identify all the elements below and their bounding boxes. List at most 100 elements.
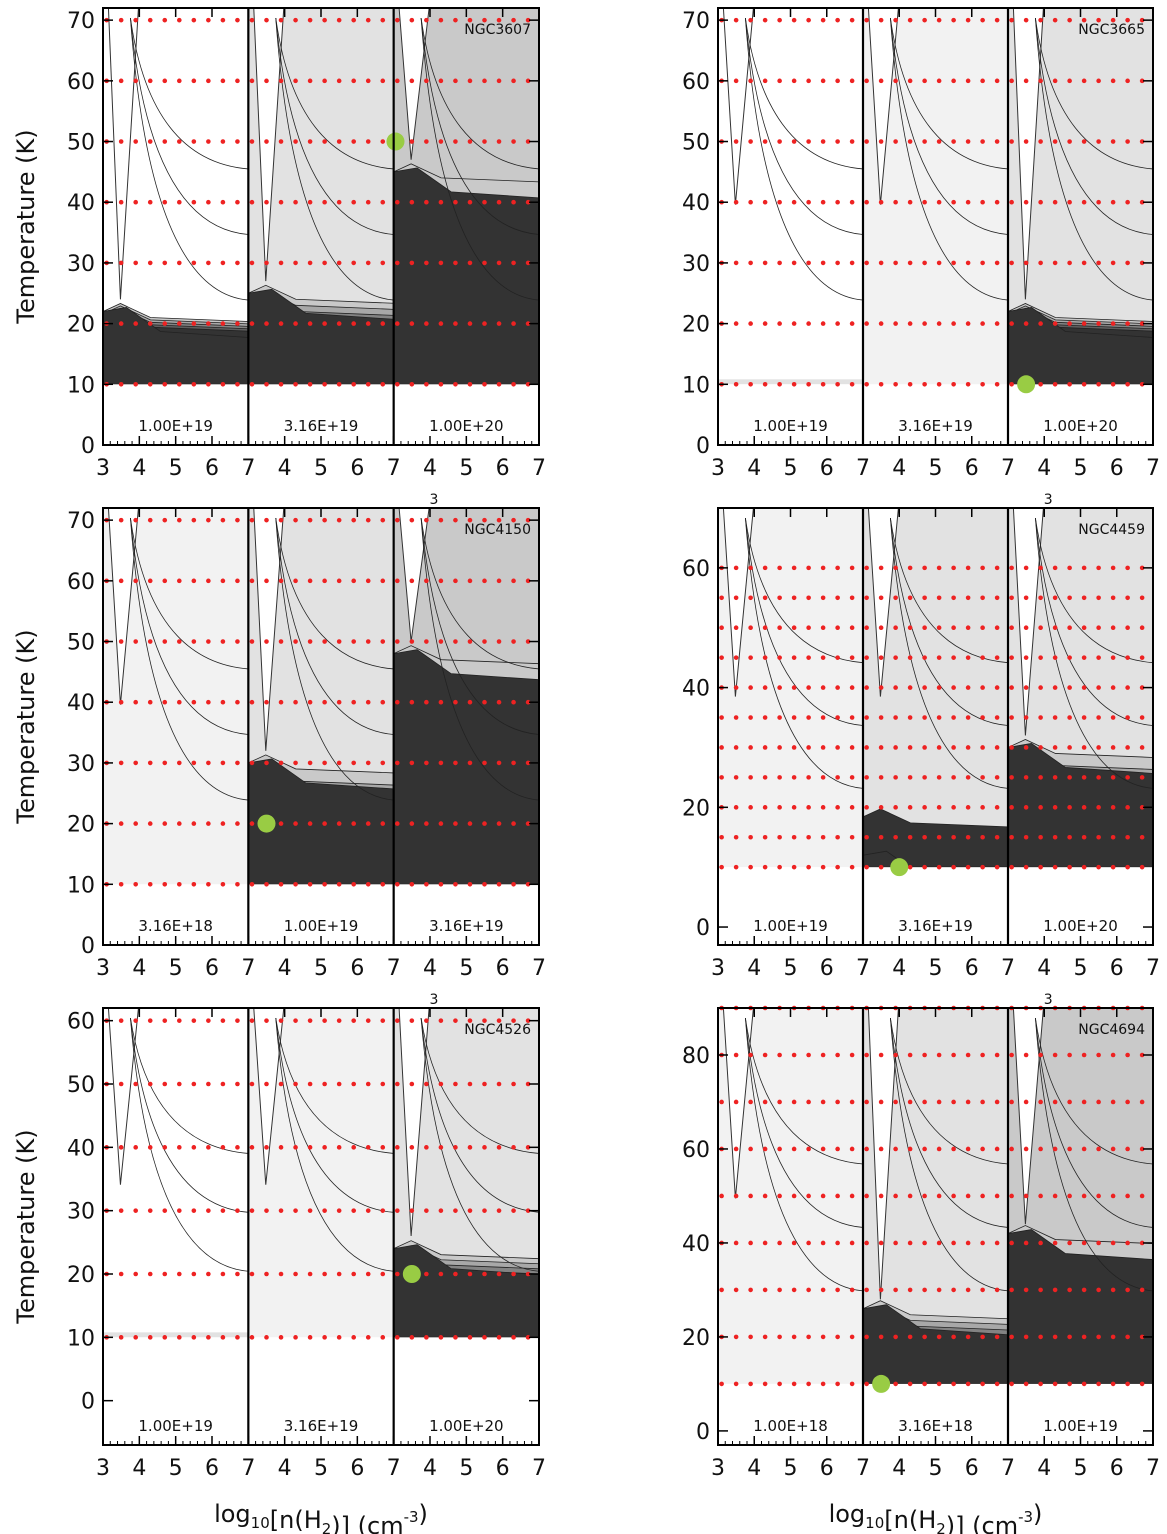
grid-point [820, 139, 826, 144]
grid-point [235, 882, 240, 887]
grid-point [806, 78, 811, 84]
grid-point [118, 821, 124, 826]
grid-point [878, 260, 884, 266]
subpanel-label: 1.00E+19 [284, 917, 359, 935]
grid-point [525, 78, 531, 84]
grid-point [511, 699, 516, 705]
grid-point [307, 882, 313, 887]
grid-point [936, 260, 942, 266]
grid-point [748, 1146, 753, 1152]
grid-point [162, 821, 168, 826]
grid-point [1023, 655, 1029, 660]
y-tick-label: 20 [67, 1263, 95, 1288]
grid-point [1038, 864, 1043, 870]
grid-point [336, 1208, 342, 1213]
grid-point [777, 1240, 782, 1246]
grid-point [849, 260, 855, 266]
grid-point [1023, 1052, 1029, 1058]
grid-point [806, 1334, 811, 1340]
grid-point [322, 1018, 327, 1023]
y-tick-label: 30 [67, 252, 95, 277]
contour-line [745, 1017, 864, 1165]
grid-point [951, 321, 956, 326]
contour-line [130, 17, 249, 170]
grid-point [1081, 715, 1087, 720]
grid-point [1067, 1334, 1072, 1340]
grid-point [1110, 321, 1116, 326]
grid-point [409, 199, 415, 205]
subpanel-label: 3.16E+19 [284, 417, 359, 435]
grid-point [733, 1287, 739, 1293]
grid-point [762, 78, 768, 84]
grid-point [278, 882, 284, 887]
grid-point [133, 821, 138, 826]
grid-point [748, 834, 753, 840]
grid-point [220, 1208, 226, 1213]
grid-point [191, 139, 197, 144]
grid-point [438, 882, 444, 887]
x-tick-label: 5 [314, 956, 328, 981]
grid-point [409, 578, 415, 584]
grid-point [835, 805, 840, 810]
y-tick-label: 0 [696, 434, 710, 459]
grid-point [1081, 321, 1087, 326]
grid-point [496, 1271, 502, 1277]
grid-point [249, 517, 255, 523]
grid-point [965, 805, 971, 810]
grid-point [453, 78, 458, 84]
grid-point [951, 139, 956, 144]
x-axis-label-part: log [214, 1500, 251, 1528]
x-tick-label: 7 [241, 456, 255, 481]
grid-point [733, 625, 739, 631]
grid-point [307, 517, 313, 523]
grid-point [951, 685, 956, 690]
grid-point [220, 139, 226, 144]
grid-point [806, 1193, 811, 1199]
x-tick-label: 4 [423, 1456, 437, 1481]
grid-point [1139, 1193, 1145, 1199]
grid-point [1023, 834, 1029, 840]
grid-point [1009, 655, 1014, 660]
grid-point [951, 1381, 956, 1387]
grid-point [980, 260, 985, 266]
grid-point [1081, 199, 1087, 205]
grid-point [424, 78, 429, 84]
x-tick-label: 4 [747, 1456, 761, 1481]
x-tick-label: 5 [784, 456, 798, 481]
grid-points [719, 17, 1145, 387]
grid-point [1125, 321, 1130, 326]
grid-point [806, 715, 811, 720]
grid-point [278, 382, 284, 387]
grid-point [893, 625, 898, 631]
grid-point [791, 17, 797, 23]
grid-point [438, 1018, 444, 1023]
grid-point [1125, 1193, 1130, 1199]
grid-point [762, 199, 768, 205]
contour-line [130, 517, 249, 801]
grid-point [878, 805, 884, 810]
grid-point [293, 382, 298, 387]
grid-point [1052, 655, 1058, 660]
grid-point [438, 1145, 444, 1150]
grid-point [249, 1335, 255, 1340]
grid-point [806, 775, 811, 780]
below-grid-blank [248, 384, 394, 445]
x-tick-label: 7 [241, 956, 255, 981]
grid-point [235, 382, 240, 387]
grid-point [849, 1381, 855, 1387]
grid-point [380, 699, 386, 705]
grid-point [162, 1208, 168, 1213]
x-tick-label: 4 [278, 1456, 292, 1481]
subpanel-label: 3.16E+18 [138, 917, 213, 935]
grid-point [965, 1240, 971, 1246]
grid-point [878, 1099, 884, 1105]
grid-point [1023, 78, 1029, 84]
grid-point [907, 139, 913, 144]
grid-point [424, 760, 429, 766]
grid-point [380, 260, 386, 266]
grid-point [748, 775, 753, 780]
grid-point [409, 1145, 415, 1150]
grid-point [424, 139, 429, 144]
grid-point [424, 1145, 429, 1150]
grid-point [467, 760, 473, 766]
